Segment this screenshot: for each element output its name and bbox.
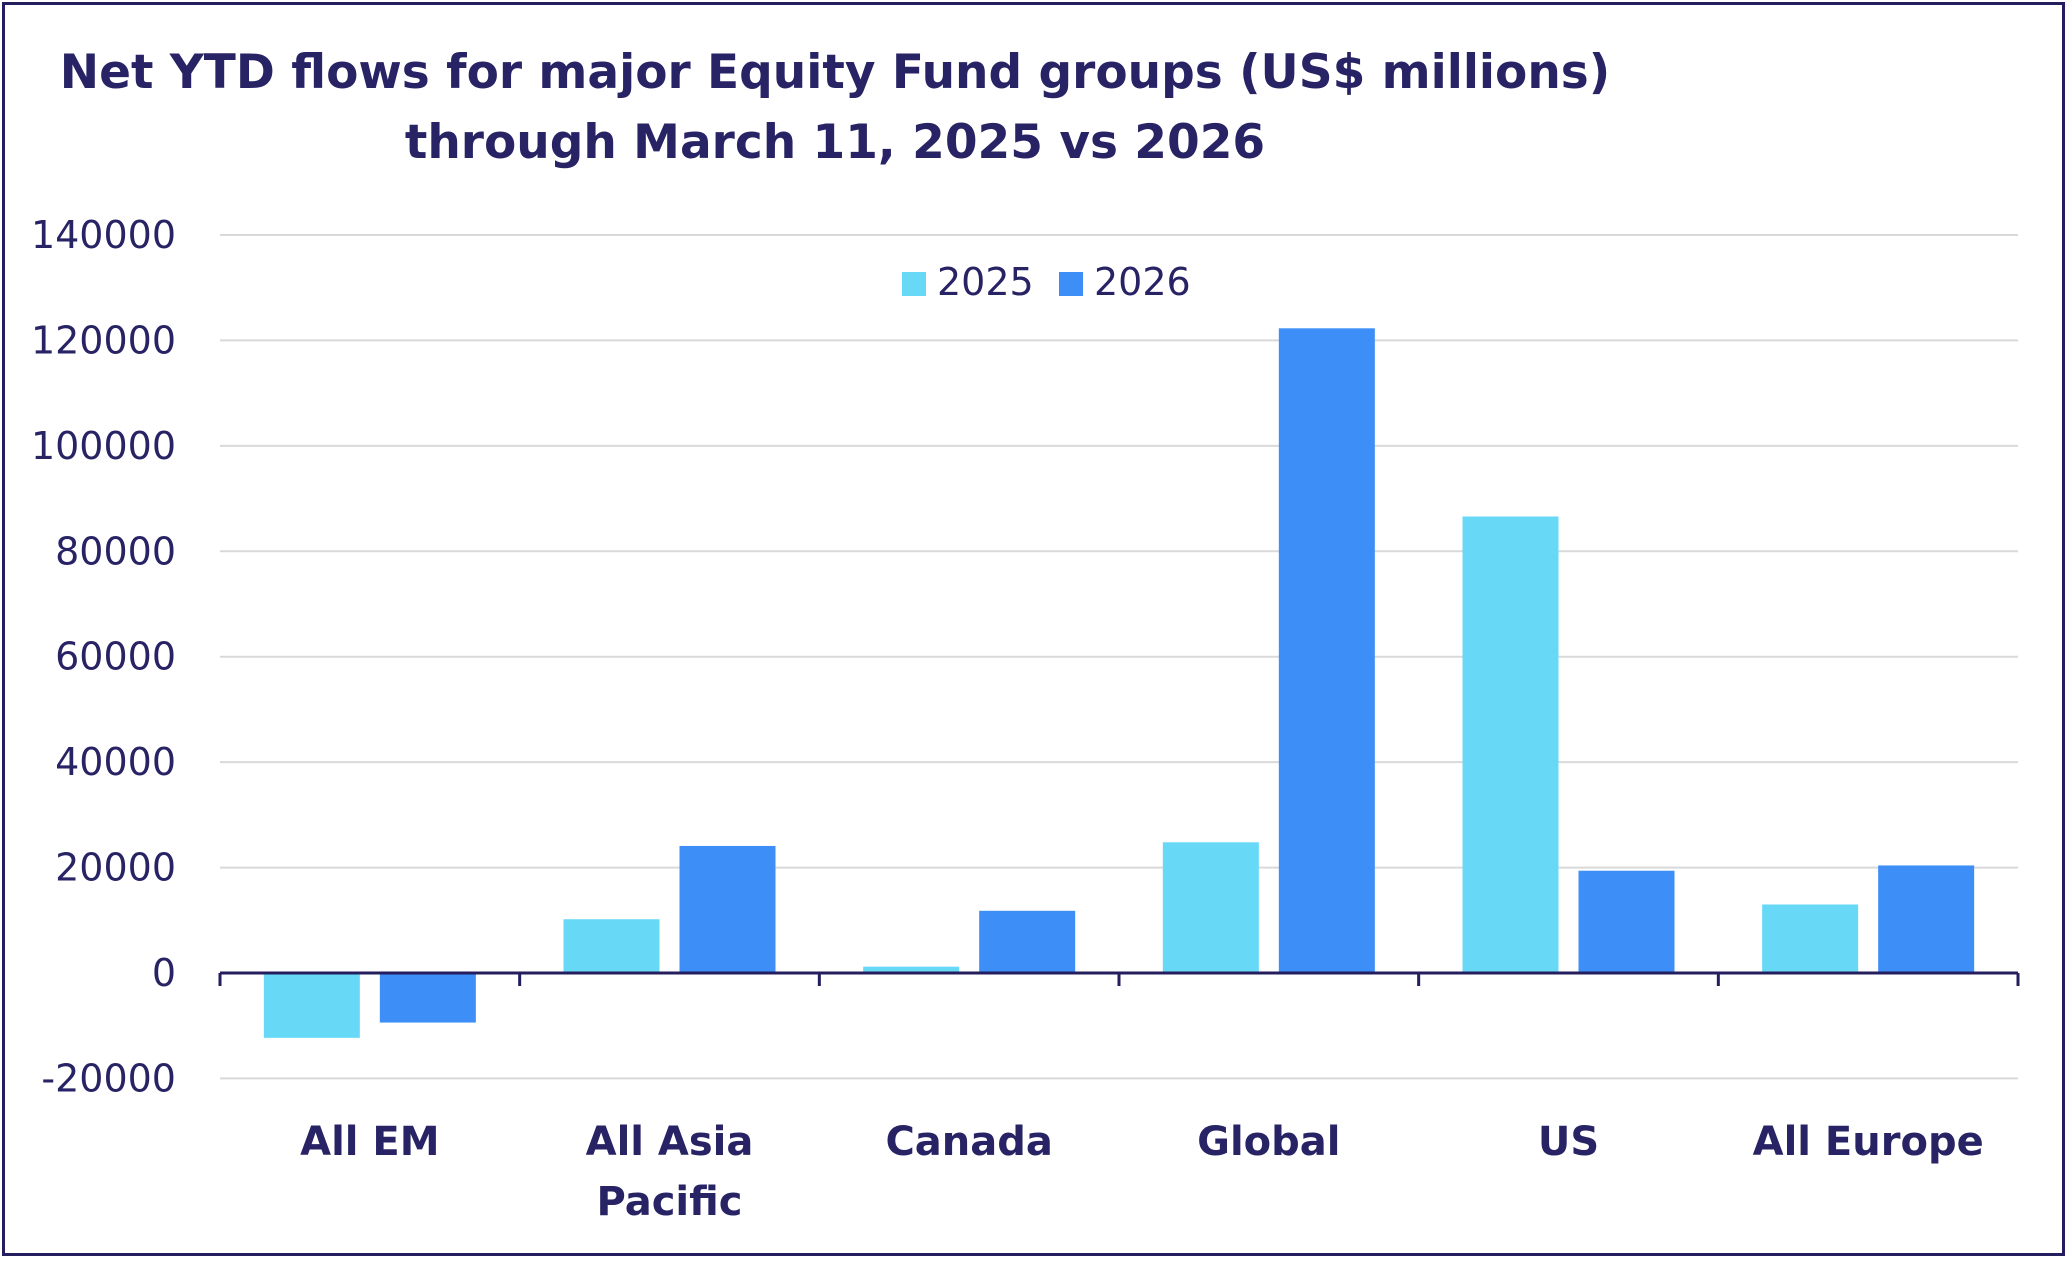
y-tick-label: 120000: [31, 318, 176, 362]
legend-swatch-2026: [1059, 272, 1083, 296]
category-labels: All EM All Asia Pacific Canada Global US All E…: [300, 1119, 1984, 1225]
y-tick-label: 60000: [55, 635, 176, 679]
bar-2025-us: [1462, 516, 1559, 973]
bar-2025-all-asia-pacific: [563, 919, 660, 973]
chart-title: Net YTD flows for major Equity Fund grou…: [0, 38, 1670, 178]
bar-2025-canada: [863, 966, 960, 973]
y-tick-label: 0: [152, 951, 176, 995]
x-axis: [218, 971, 2020, 986]
bar-2026-all-em: [379, 973, 476, 1023]
legend-swatch-2025: [902, 272, 926, 296]
chart-title-line-2: through March 11, 2025 vs 2026: [404, 115, 1266, 170]
x-category-label: All EM: [300, 1119, 439, 1165]
bar-2026-all-europe: [1878, 865, 1975, 973]
bar-2025-global: [1162, 842, 1259, 973]
y-tick-label: 140000: [31, 213, 176, 257]
legend: 2025 2026: [902, 260, 1191, 304]
bars: [263, 328, 1975, 1038]
x-category-label: All Asia Pacific: [586, 1119, 754, 1225]
y-tick-label: 20000: [55, 846, 176, 890]
chart-title-line-1: Net YTD flows for major Equity Fund grou…: [59, 45, 1611, 100]
x-category-label: Global: [1197, 1119, 1340, 1165]
bar-2025-all-em: [263, 973, 360, 1038]
x-category-label: US: [1538, 1119, 1599, 1165]
gridlines: [220, 234, 2018, 1080]
bar-2026-canada: [979, 910, 1076, 973]
bar-2025-all-europe: [1762, 904, 1859, 973]
x-category-label: Canada: [885, 1119, 1052, 1165]
bar-2026-global: [1278, 328, 1375, 973]
y-tick-label: 40000: [55, 740, 176, 784]
y-tick-label: 80000: [55, 529, 176, 573]
y-tick-labels: -20000 0 20000 40000 60000 80000 100000 120000 1…: [31, 213, 176, 1100]
bar-2026-all-asia-pacific: [679, 845, 776, 973]
legend-label-2025: 2025: [937, 260, 1034, 304]
x-category-label: All Europe: [1753, 1119, 1984, 1165]
bar-2026-us: [1578, 870, 1675, 973]
y-tick-label: -20000: [41, 1056, 176, 1100]
y-tick-label: 100000: [31, 424, 176, 468]
legend-label-2026: 2026: [1094, 260, 1191, 304]
